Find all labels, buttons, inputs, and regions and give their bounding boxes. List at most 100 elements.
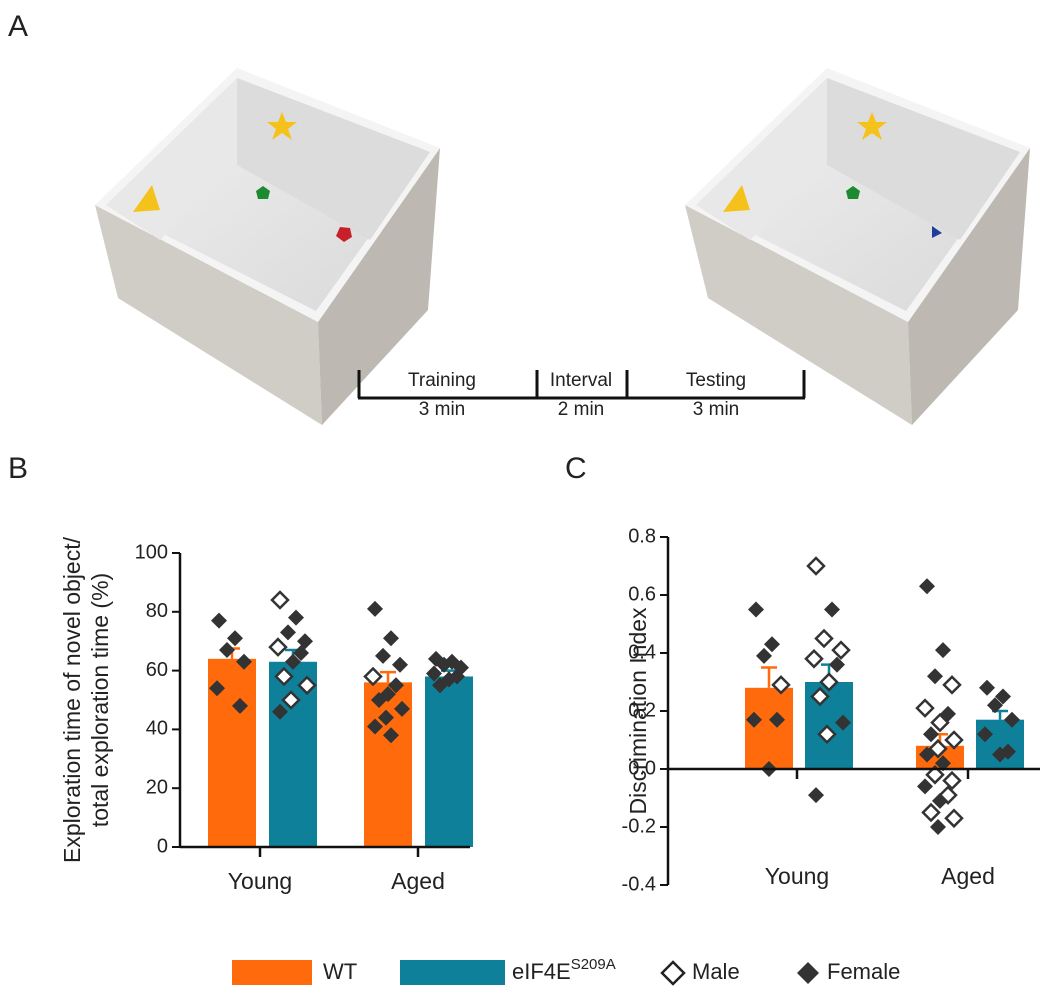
panel-label: C	[565, 452, 587, 485]
male-point	[819, 672, 839, 692]
female-point	[367, 600, 383, 617]
error-bar	[380, 670, 396, 683]
female-point	[280, 624, 296, 641]
female-point	[764, 636, 780, 653]
legend-marker	[797, 962, 819, 984]
female-point	[378, 709, 394, 726]
male-point	[806, 556, 826, 576]
female-point	[209, 680, 225, 697]
male-point	[930, 712, 950, 733]
timeline-label: Training	[408, 370, 476, 391]
female-point	[285, 653, 301, 670]
female-point	[272, 703, 288, 720]
male-point	[270, 590, 290, 610]
male-point	[363, 666, 383, 687]
female-point	[432, 677, 448, 694]
male-point	[817, 724, 837, 744]
timeline-duration: 3 min	[419, 399, 465, 420]
y-tick-label: 0	[157, 835, 168, 857]
female-point	[293, 644, 309, 661]
female-point	[1004, 711, 1020, 728]
y-tick-label: 60	[146, 659, 168, 681]
female-point	[746, 711, 762, 728]
x-tick-label: Aged	[941, 863, 995, 889]
x-tick-label: Aged	[391, 868, 445, 894]
female-point	[977, 726, 993, 743]
y-tick-label: 80	[146, 600, 168, 622]
timeline-label: Testing	[686, 370, 746, 391]
y-tick-label: 100	[135, 541, 168, 563]
bar	[425, 676, 473, 847]
male-point	[831, 640, 851, 660]
legend-swatch	[400, 960, 505, 985]
y-axis-label: total exploration time (%)	[87, 573, 113, 827]
legend-label: WT	[323, 959, 357, 984]
legend-marker	[660, 960, 686, 986]
female-point	[392, 656, 408, 673]
female-point	[769, 711, 785, 728]
male-point	[928, 738, 948, 759]
timeline-duration: 2 min	[558, 399, 604, 420]
female-point	[371, 692, 387, 708]
male-point	[814, 628, 834, 649]
female-point	[919, 578, 935, 595]
male-point	[297, 675, 317, 696]
y-tick-label: -0.2	[622, 815, 656, 837]
y-tick-label: 0.8	[628, 525, 656, 547]
male-point	[810, 686, 830, 707]
male-point	[804, 649, 824, 669]
female-point	[232, 697, 248, 714]
male-point	[925, 765, 945, 785]
male-point	[268, 637, 288, 657]
female-point	[756, 647, 772, 664]
female-point	[227, 630, 243, 647]
bar	[745, 687, 793, 769]
male-point	[771, 675, 791, 695]
female-point	[288, 609, 304, 626]
y-tick-label: 40	[146, 718, 168, 740]
female-point	[219, 642, 235, 659]
y-axis-label: Exploration time of novel object/	[59, 536, 85, 863]
female-point	[992, 746, 1008, 763]
female-point	[394, 700, 410, 717]
female-point	[979, 679, 995, 696]
y-axis-label: Discrimination Index	[625, 607, 651, 815]
female-point	[917, 778, 933, 795]
male-point	[942, 770, 962, 791]
panel-a-illustration	[95, 68, 1030, 425]
female-point	[835, 714, 851, 731]
female-point	[388, 677, 404, 694]
timeline-label: Interval	[550, 370, 612, 391]
female-point	[829, 656, 845, 673]
female-point	[383, 630, 399, 647]
female-point	[748, 601, 764, 618]
male-point	[274, 666, 294, 687]
female-point	[824, 601, 840, 618]
female-point	[367, 718, 383, 735]
female-point	[236, 653, 252, 670]
male-point	[921, 802, 941, 823]
male-point	[944, 730, 964, 750]
legend-label: Female	[827, 959, 900, 984]
female-point	[935, 642, 951, 659]
y-tick-label: 0.2	[628, 699, 656, 721]
male-point	[915, 698, 935, 718]
x-tick-label: Young	[765, 863, 829, 889]
male-point	[944, 808, 964, 829]
panel-label: A	[8, 10, 28, 43]
y-tick-label: -0.4	[622, 873, 656, 895]
male-point	[942, 675, 962, 695]
legend: WT eIF4ES209A Male Female	[232, 956, 900, 986]
male-point	[281, 690, 301, 710]
y-tick-label: 20	[146, 776, 168, 798]
female-point	[436, 656, 452, 673]
female-point	[995, 688, 1011, 705]
x-tick-label: Young	[228, 868, 292, 894]
female-point	[211, 612, 227, 629]
female-point	[935, 755, 951, 772]
panel-label: B	[8, 452, 28, 485]
female-point	[923, 726, 939, 743]
legend-swatch	[232, 960, 312, 985]
female-point	[383, 727, 399, 744]
